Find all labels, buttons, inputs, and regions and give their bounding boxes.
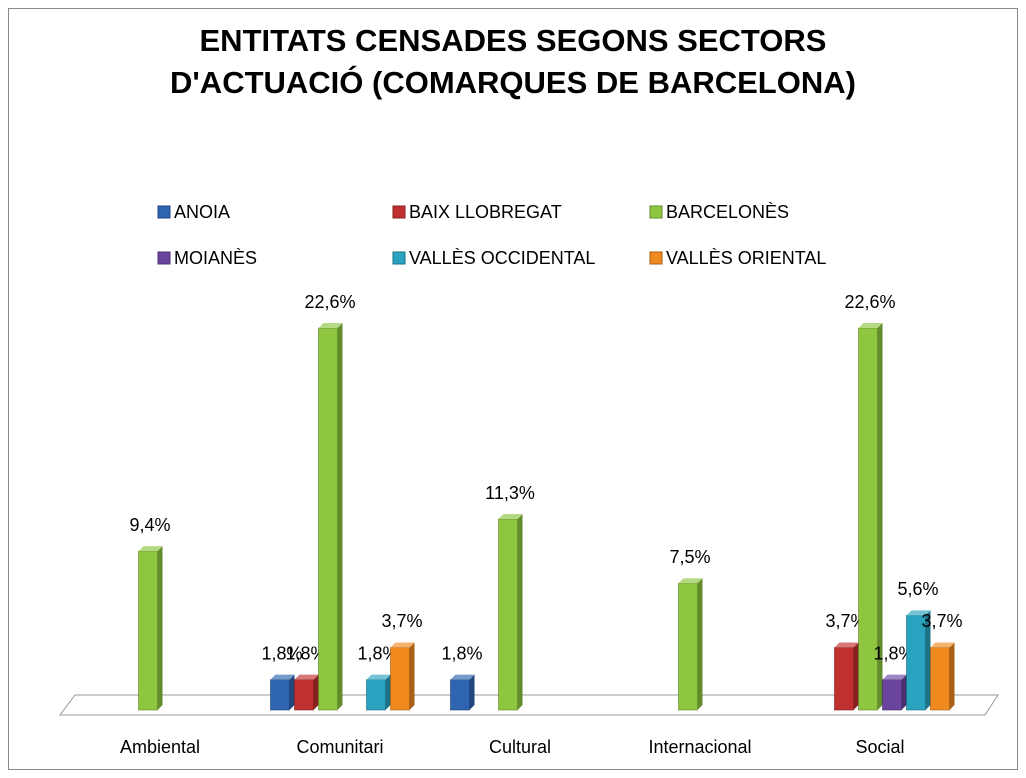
data-label: 3,7% xyxy=(825,611,866,631)
bar-side xyxy=(697,578,703,710)
bar xyxy=(294,674,319,711)
bar xyxy=(858,323,883,711)
bar xyxy=(834,642,859,711)
chart-title: ENTITATS CENSADES SEGONS SECTORS D'ACTUA… xyxy=(170,23,856,100)
bar-top xyxy=(678,578,703,584)
bar-side xyxy=(289,674,295,710)
bar-front xyxy=(882,679,902,711)
data-label: 11,3% xyxy=(485,483,535,503)
bar xyxy=(906,610,931,711)
bar xyxy=(450,674,475,711)
bar-front xyxy=(450,679,470,711)
legend-swatch xyxy=(392,251,406,265)
legend-swatch xyxy=(649,205,663,219)
bar-top xyxy=(270,674,295,680)
bar-top xyxy=(906,610,931,616)
legend-label: VALLÈS ORIENTAL xyxy=(666,248,826,268)
bar xyxy=(318,323,343,711)
legend-swatch xyxy=(157,205,171,219)
bar-front xyxy=(498,518,518,711)
bar-side xyxy=(409,642,415,710)
data-label: 3,7% xyxy=(921,611,962,631)
bar-top xyxy=(138,546,163,552)
bar-top xyxy=(318,323,343,329)
bar-top xyxy=(294,674,319,680)
bar-side xyxy=(925,610,931,710)
bar xyxy=(882,674,907,711)
bar xyxy=(138,546,163,711)
data-label: 9,4% xyxy=(129,515,170,535)
bar-side xyxy=(517,514,523,710)
bar-side xyxy=(901,674,907,710)
bar-top xyxy=(450,674,475,680)
legend-swatch xyxy=(157,251,171,265)
bar-front xyxy=(138,550,158,711)
x-tick-label: Social xyxy=(855,737,904,757)
bar-front xyxy=(678,582,698,711)
bar-top xyxy=(882,674,907,680)
bar-top xyxy=(858,323,883,329)
bar-top xyxy=(390,642,415,648)
legend-label: VALLÈS OCCIDENTAL xyxy=(409,248,595,268)
bar-front xyxy=(318,327,338,711)
bar-side xyxy=(853,642,859,710)
bar-side xyxy=(949,642,955,710)
x-tick-label: Cultural xyxy=(489,737,551,757)
bar-top xyxy=(498,514,523,520)
legend-label: ANOIA xyxy=(174,202,230,222)
bar xyxy=(270,674,295,711)
bar-front xyxy=(270,679,290,711)
bar-front xyxy=(834,647,854,711)
data-label: 3,7% xyxy=(381,611,422,631)
x-tick-label: Internacional xyxy=(648,737,751,757)
legend-swatch xyxy=(649,251,663,265)
bar-side xyxy=(313,674,319,710)
data-label: 22,6% xyxy=(304,292,355,312)
bar-front xyxy=(390,647,410,711)
bar-top xyxy=(834,642,859,648)
legend-label: BAIX LLOBREGAT xyxy=(409,202,562,222)
bar-side xyxy=(877,323,883,710)
data-label: 5,6% xyxy=(897,579,938,599)
legend-label: BARCELONÈS xyxy=(666,202,789,222)
bar-top xyxy=(930,642,955,648)
bar-side xyxy=(469,674,475,710)
legend-label: MOIANÈS xyxy=(174,248,257,268)
data-label: 22,6% xyxy=(844,292,895,312)
bar-front xyxy=(930,647,950,711)
data-label: 7,5% xyxy=(669,547,710,567)
bar-top xyxy=(366,674,391,680)
bar xyxy=(498,514,523,711)
bar-side xyxy=(337,323,343,710)
bar-side xyxy=(385,674,391,710)
data-label: 1,8% xyxy=(441,643,482,663)
data-label: 1,8% xyxy=(285,643,326,663)
bar xyxy=(366,674,391,711)
bar xyxy=(930,642,955,711)
data-label: 1,8% xyxy=(873,643,914,663)
data-label: 1,8% xyxy=(357,643,398,663)
legend-swatch xyxy=(392,205,406,219)
bar-front xyxy=(294,679,314,711)
x-tick-label: Comunitari xyxy=(296,737,383,757)
bar-front xyxy=(366,679,386,711)
bar xyxy=(390,642,415,711)
x-tick-label: Ambiental xyxy=(120,737,200,757)
data-label: 1,8% xyxy=(261,643,302,663)
bar-side xyxy=(157,546,163,710)
bar xyxy=(678,578,703,711)
